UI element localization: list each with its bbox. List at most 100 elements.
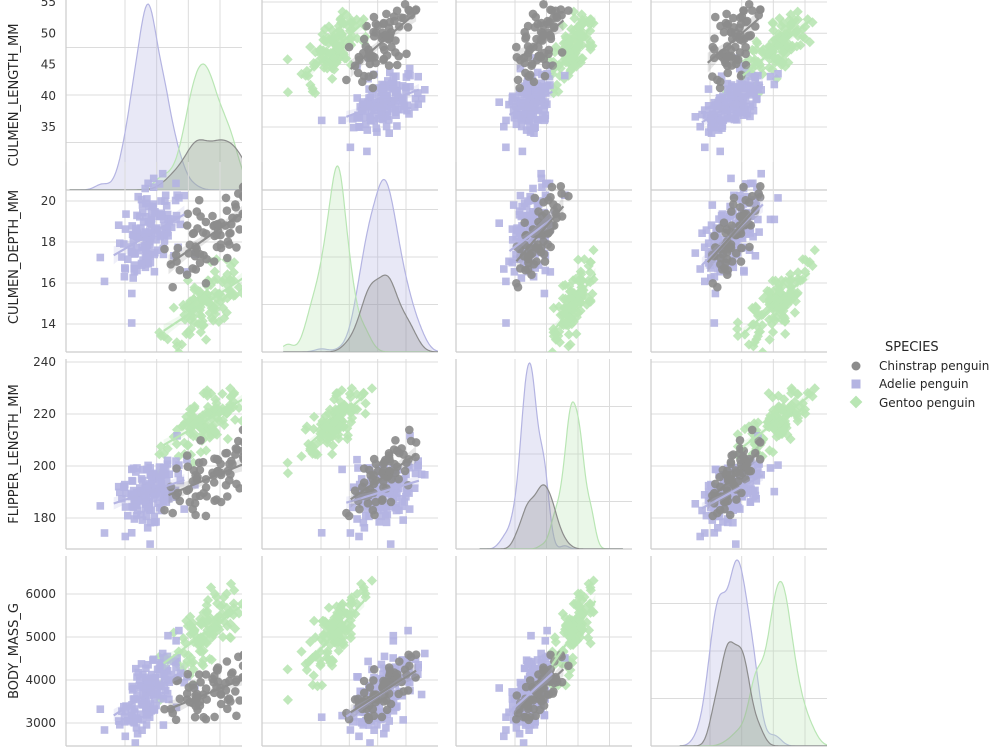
data-point — [209, 588, 220, 599]
data-point — [153, 246, 162, 254]
data-point — [393, 702, 401, 710]
data-point — [158, 169, 167, 178]
data-point — [536, 27, 546, 37]
y-tick-label: 35 — [41, 120, 56, 134]
data-point — [228, 267, 239, 278]
data-point — [209, 266, 220, 277]
data-point — [399, 687, 408, 696]
data-point — [502, 116, 510, 125]
data-point — [520, 218, 529, 227]
data-point — [533, 202, 542, 210]
data-point — [402, 49, 411, 59]
data-point — [749, 461, 757, 470]
data-point — [245, 665, 254, 674]
data-point — [398, 502, 406, 511]
data-point — [139, 208, 147, 217]
kde-line-chinstrap — [69, 139, 242, 190]
data-point — [726, 506, 734, 515]
data-point — [209, 478, 219, 487]
data-point — [156, 493, 164, 501]
data-point — [143, 251, 152, 259]
data-point — [565, 286, 576, 297]
data-point — [120, 482, 128, 491]
data-point — [324, 404, 336, 415]
data-point — [711, 12, 720, 22]
data-point — [134, 192, 142, 201]
data-point — [411, 673, 420, 682]
data-point — [225, 476, 234, 485]
data-point — [127, 713, 136, 721]
data-point — [378, 111, 386, 120]
data-point — [170, 657, 178, 666]
data-point — [774, 194, 782, 202]
data-point — [118, 495, 126, 503]
data-point — [756, 5, 765, 14]
data-point — [512, 255, 521, 263]
data-point — [378, 107, 386, 116]
data-point — [146, 678, 154, 687]
data-point — [530, 193, 540, 203]
data-point — [172, 663, 180, 672]
data-point — [399, 716, 407, 724]
data-point — [344, 599, 355, 610]
data-point — [164, 215, 172, 224]
panel-content — [282, 165, 438, 352]
data-point — [262, 383, 272, 393]
data-point — [522, 126, 531, 134]
data-point — [122, 210, 130, 218]
data-point — [713, 75, 722, 85]
data-point — [164, 492, 172, 501]
data-point — [377, 712, 387, 722]
data-point — [159, 721, 168, 729]
regression-line-adelie — [508, 672, 554, 713]
data-point — [792, 277, 803, 288]
data-point — [567, 652, 578, 663]
data-point — [154, 499, 162, 507]
data-point — [122, 489, 130, 498]
data-point — [393, 122, 401, 130]
data-point — [528, 9, 538, 19]
data-point — [127, 490, 136, 498]
data-point — [210, 712, 219, 722]
data-point — [392, 501, 400, 510]
data-point — [500, 122, 508, 131]
data-point — [152, 236, 160, 244]
data-point — [512, 691, 522, 700]
data-point — [317, 713, 326, 721]
data-point — [360, 408, 371, 419]
y-tick-label: 45 — [41, 58, 56, 72]
data-point — [384, 61, 394, 70]
data-point — [137, 231, 145, 240]
regression-line-gentoo — [550, 20, 597, 76]
data-point — [100, 277, 109, 286]
data-point — [357, 475, 366, 483]
data-point — [513, 75, 523, 85]
data-point — [315, 660, 326, 671]
data-point — [344, 42, 354, 52]
data-point — [190, 712, 200, 722]
data-point — [338, 116, 346, 125]
data-point — [382, 696, 391, 705]
data-point — [178, 420, 189, 431]
data-point — [385, 666, 395, 675]
data-point — [358, 500, 367, 508]
regression-line-chinstrap — [349, 11, 417, 70]
data-point — [160, 464, 168, 473]
data-point — [114, 221, 123, 229]
data-point — [512, 120, 521, 129]
data-point — [327, 73, 338, 84]
data-point — [502, 713, 510, 721]
data-point — [379, 670, 387, 678]
data-point — [239, 182, 242, 191]
kde-fill-gentoo — [679, 581, 827, 746]
data-point — [317, 116, 326, 125]
data-point — [167, 223, 176, 232]
data-point — [530, 721, 539, 729]
data-point — [417, 690, 426, 699]
data-point — [517, 122, 526, 131]
data-point — [722, 21, 732, 30]
data-point — [172, 637, 180, 645]
data-point — [719, 476, 728, 485]
data-point — [316, 680, 328, 691]
panel-content — [691, 169, 820, 352]
